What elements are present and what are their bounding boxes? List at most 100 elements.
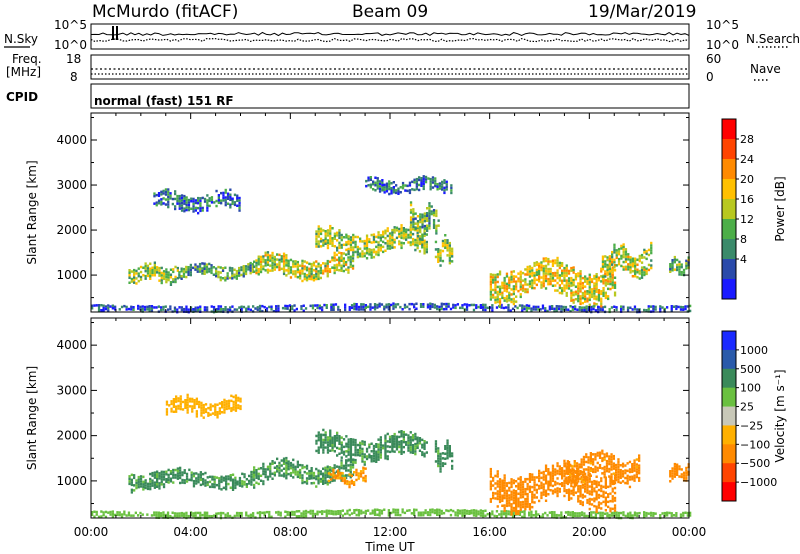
echo-cell bbox=[521, 510, 524, 514]
echo-cell bbox=[583, 512, 586, 515]
echo-cell bbox=[535, 496, 538, 499]
echo-cell bbox=[494, 497, 497, 500]
echo-cell bbox=[496, 475, 499, 478]
echo-cell bbox=[349, 438, 353, 441]
echo-cell bbox=[165, 473, 168, 476]
echo-cell bbox=[192, 482, 196, 485]
echo-cell bbox=[322, 433, 325, 437]
echo-cell bbox=[557, 514, 561, 517]
echo-cell bbox=[631, 275, 634, 278]
echo-cell bbox=[400, 435, 403, 438]
echo-cell bbox=[206, 511, 209, 515]
echo-cell bbox=[133, 271, 136, 274]
echo-cell bbox=[333, 254, 336, 257]
echo-cell bbox=[589, 454, 592, 457]
echo-cell bbox=[257, 467, 260, 471]
echo-cell bbox=[338, 231, 341, 235]
echo-cell bbox=[341, 514, 344, 517]
echo-cell bbox=[422, 511, 425, 514]
echo-cell bbox=[432, 224, 436, 227]
echo-cell bbox=[118, 511, 121, 514]
echo-cell bbox=[621, 465, 625, 468]
echo-cell bbox=[649, 514, 653, 517]
echo-cell bbox=[379, 436, 382, 439]
echo-cell bbox=[423, 234, 426, 237]
echo-cell bbox=[301, 466, 304, 470]
echo-cell bbox=[351, 257, 355, 260]
echo-cell bbox=[608, 462, 611, 466]
echo-cell bbox=[322, 472, 325, 475]
echo-cell bbox=[204, 479, 207, 482]
echo-cell bbox=[580, 480, 583, 484]
echo-cell bbox=[303, 267, 306, 271]
echo-cell bbox=[212, 514, 216, 517]
echo-cell bbox=[638, 511, 641, 515]
echo-cell bbox=[524, 480, 527, 483]
echo-cell bbox=[130, 473, 133, 477]
echo-cell bbox=[643, 271, 646, 274]
echo-cell bbox=[365, 234, 369, 237]
echo-cell bbox=[494, 492, 497, 495]
echo-cell bbox=[377, 248, 380, 252]
echo-cell bbox=[566, 460, 569, 463]
echo-cell bbox=[448, 241, 451, 245]
echo-cell bbox=[572, 278, 575, 282]
echo-cell bbox=[185, 511, 188, 515]
echo-cell bbox=[187, 208, 191, 212]
echo-cell bbox=[333, 479, 336, 482]
echo-cell bbox=[678, 273, 681, 276]
echo-cell bbox=[621, 470, 625, 473]
echo-cell bbox=[494, 296, 497, 299]
echo-cell bbox=[339, 474, 342, 477]
echo-cell bbox=[547, 257, 550, 261]
echo-cell bbox=[137, 267, 140, 270]
echo-cell bbox=[326, 231, 330, 235]
echo-cell bbox=[384, 454, 387, 457]
echo-cell bbox=[583, 306, 586, 309]
echo-cell bbox=[608, 272, 611, 276]
echo-cell bbox=[130, 280, 133, 283]
echo-cell bbox=[542, 470, 545, 474]
echo-cell bbox=[394, 511, 397, 514]
echo-cell bbox=[564, 516, 568, 519]
echo-cell bbox=[305, 276, 309, 279]
echo-cell bbox=[589, 457, 592, 460]
echo-cell bbox=[210, 264, 213, 267]
echo-cell bbox=[441, 452, 445, 455]
echo-cell bbox=[517, 277, 520, 280]
echo-cell bbox=[331, 242, 334, 245]
echo-cell bbox=[386, 247, 389, 250]
echo-cell bbox=[335, 253, 339, 257]
echo-cell bbox=[593, 289, 596, 293]
echo-cell bbox=[393, 442, 396, 446]
colorbar-segment bbox=[722, 119, 736, 140]
echo-cell bbox=[157, 192, 161, 195]
echo-cell bbox=[235, 511, 239, 515]
echo-cell bbox=[146, 305, 149, 309]
echo-cell bbox=[437, 449, 440, 453]
echo-cell bbox=[561, 467, 564, 470]
echo-cell bbox=[329, 237, 332, 240]
echo-cell bbox=[419, 220, 422, 224]
echo-cell bbox=[678, 465, 681, 468]
echo-cell bbox=[100, 304, 103, 307]
echo-cell bbox=[231, 478, 235, 481]
echo-cell bbox=[604, 296, 607, 300]
echo-cell bbox=[521, 309, 524, 312]
echo-cell bbox=[354, 443, 357, 447]
echo-cell bbox=[333, 435, 336, 438]
echo-cell bbox=[519, 270, 522, 274]
echo-cell bbox=[116, 513, 119, 517]
echo-cell bbox=[575, 467, 579, 470]
echo-cell bbox=[526, 268, 529, 271]
echo-cell bbox=[491, 309, 494, 312]
echo-cell bbox=[425, 250, 428, 254]
echo-cell bbox=[601, 308, 604, 312]
echo-cell bbox=[633, 459, 636, 462]
echo-cell bbox=[496, 490, 499, 493]
echo-cell bbox=[426, 212, 429, 215]
y-tick-label: 1000 bbox=[56, 474, 87, 488]
echo-cell bbox=[584, 490, 587, 493]
echo-cell bbox=[104, 515, 108, 519]
echo-cell bbox=[311, 514, 315, 518]
